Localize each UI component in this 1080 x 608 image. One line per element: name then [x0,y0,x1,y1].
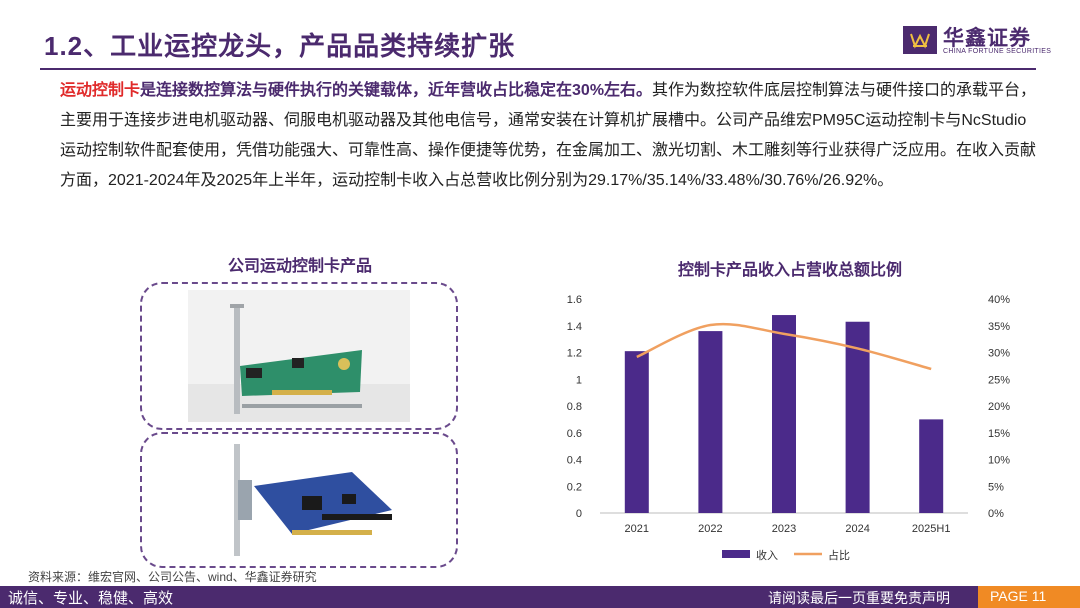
y-right-tick-label: 15% [988,428,1010,440]
y-left-tick-label: 0 [576,508,582,520]
logo-subtext: CHINA FORTUNE SECURITIES [943,48,1052,55]
motion-card-blue-image [234,444,392,556]
chart-title: 控制卡产品收入占营收总额比例 [677,262,902,279]
page-number: PAGE 11 [990,588,1047,604]
x-tick-label: 2023 [772,523,796,535]
body-detail: 其作为数控软件底层控制算法与硬件接口的承载平台，主要用于连接步进电机驱动器、伺服… [60,82,1037,189]
x-tick-label: 2024 [845,523,869,535]
x-tick-label: 2021 [625,523,649,535]
x-tick-label: 2022 [698,523,722,535]
bar-revenue-2024 [845,321,870,513]
footer-slogan: 诚信、专业、稳健、高效 [8,590,174,607]
y-left-tick-label: 1 [576,374,582,386]
y-left-tick-label: 1.2 [567,348,582,360]
y-left-tick-label: 0.6 [567,428,582,440]
header-divider [40,68,1036,70]
y-right-tick-label: 30% [988,348,1010,360]
y-left-tick-label: 1.6 [567,294,582,306]
bar-revenue-2023 [772,315,796,513]
body-paragraph: 运动控制卡是连接数控算法与硬件执行的关键载体，近年营收占比稳定在30%左右。其作… [60,76,1040,196]
highlight-statement: 是连接数控算法与硬件执行的关键载体，近年营收占比稳定在30%左右。 [140,82,653,99]
page-title: 1.2、工业运控龙头，产品品类持续扩张 [44,31,516,61]
y-left-tick-label: 0.8 [567,401,582,413]
company-logo: 华鑫证券 CHINA FORTUNE SECURITIES [903,24,1053,64]
bar-revenue-2021 [624,351,649,513]
product-image-frame-1 [140,282,458,430]
chart-legend: 收入 占比 [722,548,850,562]
y-right-tick-label: 35% [988,321,1010,333]
footer-disclaimer[interactable]: 请阅读最后一页重要免责声明 [768,590,950,606]
product-panel-title: 公司运动控制卡产品 [227,258,372,275]
revenue-ratio-chart: 0 0.2 0.4 0.6 0.8 1 1.2 1.4 1.6 0% 5% 10% 15% 20% 25%… [567,294,1011,562]
y-right-tick-label: 5% [988,481,1004,493]
footer-bar: 诚信、专业、稳健、高效 请阅读最后一页重要免责声明 [0,586,1080,608]
y-right-tick-label: 10% [988,455,1010,467]
y-left-tick-label: 1.4 [567,321,582,333]
highlight-term: 运动控制卡 [60,82,141,99]
source-note: 资料来源：维宏官网、公司公告、wind、华鑫证券研究 [28,570,317,584]
y-right-tick-label: 40% [988,294,1010,306]
ratio-series-line [636,322,932,371]
motion-card-green-image [188,290,410,422]
y-left-tick-label: 0.4 [567,455,582,467]
legend-swatch-revenue [722,550,750,558]
logo-mark-icon [903,26,937,54]
logo-text: 华鑫证券 [943,27,1031,50]
bar-revenue-2025H1 [919,419,944,513]
bar-revenue-2022 [698,331,723,513]
legend-label-revenue: 收入 [756,548,778,562]
y-right-tick-label: 0% [988,508,1004,520]
legend-label-ratio: 占比 [828,548,850,562]
y-left-tick-label: 0.2 [567,481,582,493]
y-right-tick-label: 20% [988,401,1010,413]
product-image-frame-2 [140,432,458,568]
x-tick-label: 2025H1 [912,523,951,535]
page-number-box: PAGE 11 [978,586,1080,608]
y-right-tick-label: 25% [988,374,1010,386]
